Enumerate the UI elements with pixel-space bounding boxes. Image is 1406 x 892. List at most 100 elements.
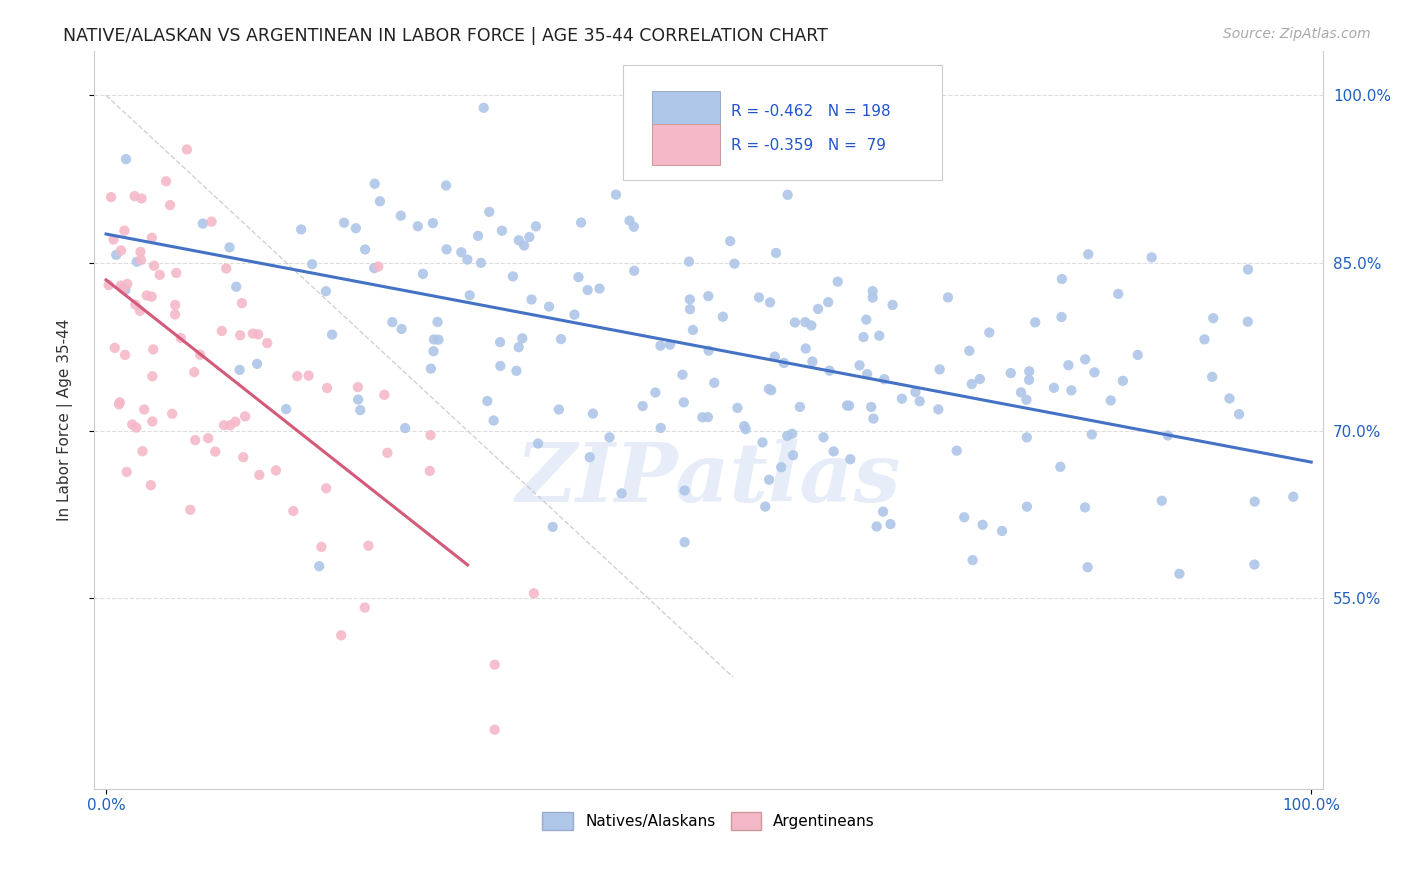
Point (682, 323, 704, 337)
Point (1050, 310, 1073, 324)
Point (1236, 315, 1258, 329)
Point (569, 215, 592, 229)
Point (165, 298, 187, 312)
Point (969, 372, 991, 386)
Point (770, 460, 793, 475)
Point (373, 388, 395, 402)
Point (860, 400, 883, 414)
Point (256, 336, 278, 351)
Point (703, 376, 725, 390)
Point (246, 357, 269, 371)
Point (129, 252, 152, 267)
Point (1282, 490, 1305, 504)
Point (129, 303, 152, 318)
Point (673, 483, 696, 498)
Point (508, 340, 530, 354)
Point (862, 291, 884, 305)
Point (513, 238, 536, 252)
Point (134, 402, 156, 417)
Point (427, 333, 450, 347)
Point (114, 348, 136, 362)
Point (419, 361, 441, 376)
Point (228, 363, 250, 377)
Point (582, 407, 605, 421)
Point (184, 433, 207, 447)
Point (890, 392, 912, 406)
Point (247, 327, 270, 342)
Point (315, 481, 337, 495)
Point (419, 428, 441, 442)
Point (761, 384, 783, 398)
Point (723, 257, 745, 271)
Point (124, 189, 146, 203)
Point (1150, 493, 1173, 508)
Point (718, 234, 741, 248)
Point (191, 217, 214, 231)
Point (482, 413, 505, 427)
Point (97, 278, 120, 293)
Point (623, 264, 645, 278)
Point (155, 174, 177, 188)
Point (470, 256, 492, 270)
Point (734, 422, 756, 436)
Point (316, 381, 339, 395)
Point (225, 279, 247, 293)
Point (782, 448, 804, 462)
Point (467, 228, 489, 243)
Point (1018, 373, 1040, 387)
Point (434, 178, 457, 193)
Point (751, 435, 773, 450)
Point (117, 277, 139, 291)
Point (347, 380, 370, 394)
Point (856, 367, 879, 381)
Point (1057, 358, 1080, 372)
Point (882, 298, 904, 312)
Point (1112, 374, 1135, 388)
Point (1168, 566, 1191, 581)
Point (125, 420, 148, 434)
Point (121, 417, 143, 432)
Point (165, 266, 187, 280)
Point (129, 244, 152, 259)
Point (671, 368, 693, 382)
Point (697, 289, 720, 303)
Point (149, 268, 172, 282)
Point (839, 452, 862, 467)
Point (776, 429, 799, 443)
Text: R = -0.359   N =  79: R = -0.359 N = 79 (731, 137, 886, 153)
Point (112, 281, 135, 295)
Point (489, 335, 512, 350)
Point (381, 315, 404, 329)
FancyBboxPatch shape (652, 125, 720, 165)
Point (599, 430, 621, 444)
Point (650, 339, 672, 353)
Point (610, 486, 633, 500)
Point (567, 270, 589, 285)
Point (105, 248, 128, 262)
Point (264, 463, 287, 477)
Point (478, 205, 501, 219)
Point (1237, 262, 1260, 277)
Point (1000, 366, 1022, 380)
Point (783, 316, 806, 330)
Point (813, 430, 835, 444)
Point (285, 369, 308, 384)
Point (758, 382, 780, 396)
Point (491, 224, 513, 238)
Point (576, 283, 599, 297)
Point (1077, 560, 1099, 574)
Point (422, 216, 444, 230)
Point (711, 310, 734, 324)
Point (541, 520, 564, 534)
Point (176, 143, 198, 157)
Point (547, 402, 569, 417)
Point (110, 278, 132, 293)
Point (363, 261, 385, 276)
Point (678, 254, 700, 268)
Point (1126, 348, 1149, 362)
Point (957, 343, 980, 358)
Point (776, 187, 799, 202)
Point (1010, 385, 1032, 400)
Point (131, 191, 153, 205)
Point (124, 297, 146, 311)
